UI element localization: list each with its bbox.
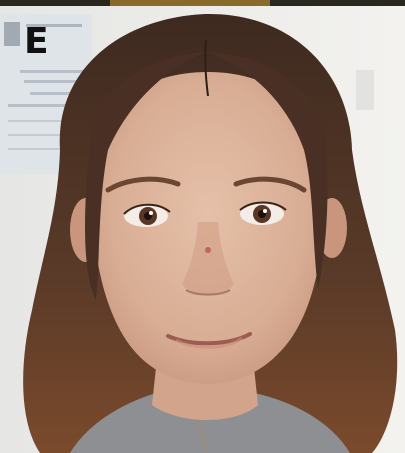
nose: [182, 222, 234, 295]
right-eye: [239, 201, 287, 225]
hair-right-side: [206, 52, 328, 290]
left-eyebrow: [105, 176, 181, 193]
panel-label: E: [24, 21, 49, 62]
right-eyebrow: [233, 176, 307, 193]
hair-left-side: [85, 52, 206, 300]
left-eye: [123, 203, 171, 227]
mouth: [166, 332, 252, 346]
shirt: [70, 392, 350, 453]
wall-item: [356, 70, 374, 110]
